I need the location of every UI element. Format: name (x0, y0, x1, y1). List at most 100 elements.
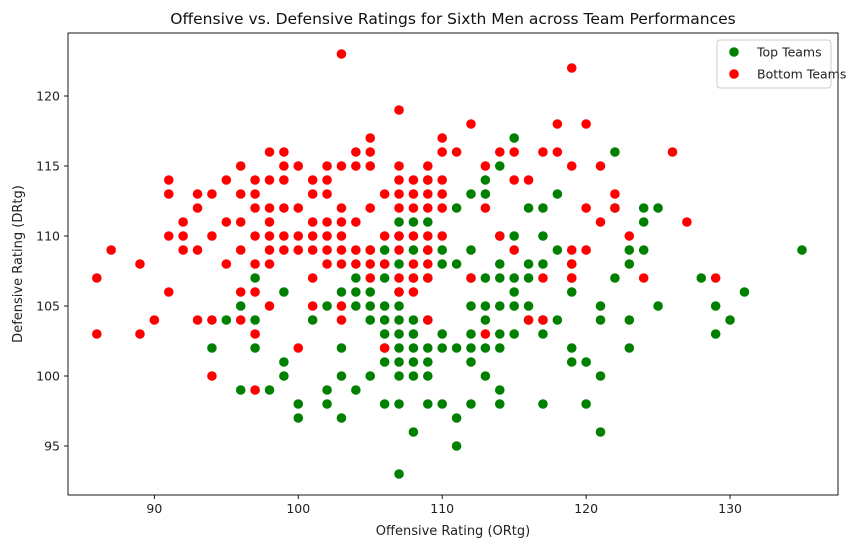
top-teams-point (351, 301, 361, 311)
bottom-teams-point (222, 217, 232, 227)
bottom-teams-point (265, 301, 275, 311)
top-teams-point (481, 371, 491, 381)
top-teams-point (452, 203, 462, 213)
bottom-teams-point (322, 161, 332, 171)
y-tick-label: 120 (36, 89, 60, 104)
top-teams-point (322, 301, 332, 311)
bottom-teams-point (553, 119, 563, 129)
top-teams-point (409, 315, 419, 325)
bottom-teams-point (279, 231, 289, 241)
bottom-teams-point (279, 161, 289, 171)
bottom-teams-point (250, 385, 260, 395)
bottom-teams-point (409, 203, 419, 213)
bottom-teams-point (279, 147, 289, 157)
bottom-teams-point (236, 315, 246, 325)
x-tick-label: 130 (718, 501, 742, 516)
bottom-teams-point (409, 287, 419, 297)
bottom-teams-point (265, 217, 275, 227)
top-teams-point (394, 329, 404, 339)
top-teams-point (711, 301, 721, 311)
bottom-teams-point (437, 203, 447, 213)
top-teams-point (495, 385, 505, 395)
bottom-teams-point (164, 189, 174, 199)
bottom-teams-point (265, 259, 275, 269)
top-teams-point (394, 301, 404, 311)
top-teams-point (466, 399, 476, 409)
bottom-teams-point (423, 203, 433, 213)
top-teams-point (409, 217, 419, 227)
bottom-teams-point (610, 189, 620, 199)
top-teams-point (596, 427, 606, 437)
top-teams-point (337, 413, 347, 423)
top-teams-point (466, 189, 476, 199)
bottom-teams-point (164, 175, 174, 185)
x-tick-label: 110 (430, 501, 454, 516)
top-teams-point (279, 371, 289, 381)
bottom-teams-point (308, 301, 318, 311)
top-teams-point (437, 343, 447, 353)
top-teams-point (423, 343, 433, 353)
bottom-teams-point (365, 259, 375, 269)
top-teams-point (596, 371, 606, 381)
top-teams-point (524, 301, 534, 311)
bottom-teams-point (625, 231, 635, 241)
bottom-teams-point (567, 273, 577, 283)
x-axis-ticks: 90 100 110 120 130 (146, 495, 742, 516)
top-teams-point (236, 301, 246, 311)
bottom-teams-point (337, 259, 347, 269)
top-teams-point (394, 217, 404, 227)
top-teams-point (293, 413, 303, 423)
top-teams-point (553, 245, 563, 255)
bottom-teams-point (308, 175, 318, 185)
bottom-teams-point (308, 189, 318, 199)
top-teams-point (466, 343, 476, 353)
top-teams-point (293, 399, 303, 409)
top-teams-point (409, 329, 419, 339)
top-teams-point (380, 399, 390, 409)
bottom-teams-point (509, 245, 519, 255)
bottom-teams-point (293, 161, 303, 171)
top-teams-point (567, 287, 577, 297)
bottom-teams-point (394, 189, 404, 199)
top-teams-point (394, 371, 404, 381)
bottom-teams-point (711, 273, 721, 283)
x-tick-label: 100 (286, 501, 310, 516)
bottom-teams-point (207, 315, 217, 325)
bottom-teams-point (236, 217, 246, 227)
top-teams-point (610, 273, 620, 283)
top-teams-point (553, 189, 563, 199)
bottom-teams-point (365, 133, 375, 143)
top-teams-point (625, 343, 635, 353)
bottom-teams-point (279, 203, 289, 213)
top-teams-point (394, 259, 404, 269)
top-teams-point (509, 287, 519, 297)
legend-marker-top-teams (729, 47, 739, 57)
top-teams-point (495, 259, 505, 269)
bottom-teams-point (250, 329, 260, 339)
top-teams-point (639, 217, 649, 227)
top-teams-point (250, 273, 260, 283)
y-tick-label: 115 (36, 159, 60, 174)
bottom-teams-point (394, 231, 404, 241)
top-teams-point (653, 203, 663, 213)
top-teams-point (250, 315, 260, 325)
bottom-teams-point (293, 203, 303, 213)
bottom-teams-point (337, 203, 347, 213)
top-teams-point (452, 441, 462, 451)
top-teams-point (797, 245, 807, 255)
bottom-teams-point (337, 49, 347, 59)
top-teams-point (394, 469, 404, 479)
top-teams-point (495, 273, 505, 283)
top-teams-point (481, 315, 491, 325)
x-tick-label: 120 (574, 501, 598, 516)
bottom-teams-point (308, 273, 318, 283)
bottom-teams-point (236, 245, 246, 255)
bottom-teams-point (337, 217, 347, 227)
bottom-teams-point (337, 245, 347, 255)
bottom-teams-point (135, 259, 145, 269)
bottom-teams-point (423, 231, 433, 241)
y-tick-label: 110 (36, 229, 60, 244)
bottom-teams-point (423, 259, 433, 269)
y-tick-label: 95 (44, 439, 60, 454)
bottom-teams-point (567, 259, 577, 269)
